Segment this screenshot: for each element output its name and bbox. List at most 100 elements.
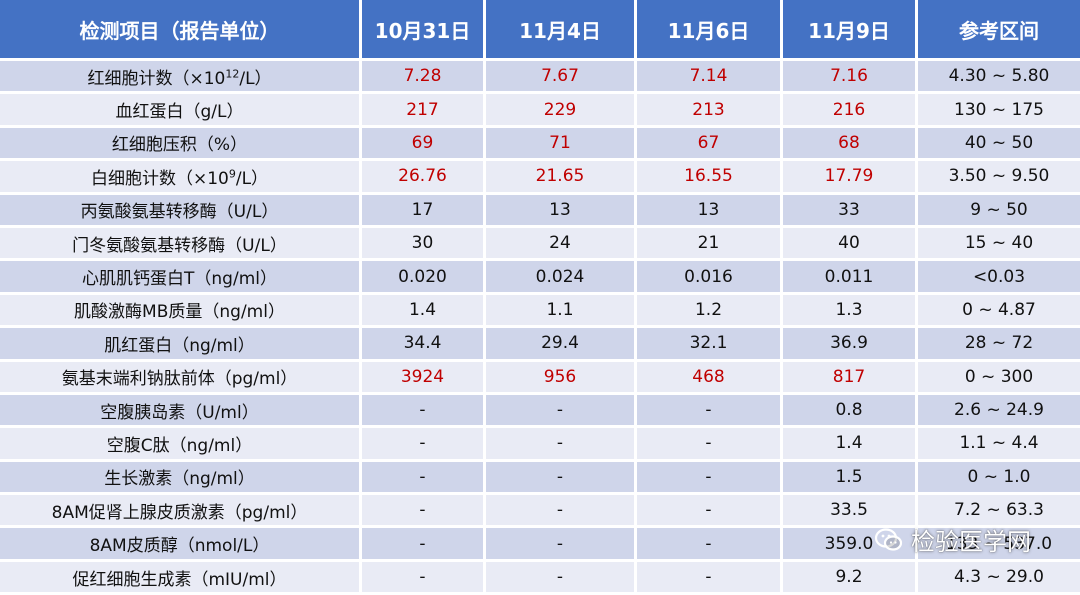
value-cell-date-3: - — [637, 394, 783, 429]
watermark: 检验医学网 — [873, 522, 1031, 557]
value-cell-date-2: 21.65 — [486, 161, 637, 195]
value-cell-date-3: - — [637, 528, 783, 562]
table-row: 8AM促肾上腺皮质激素（pg/ml） - - -33.5 7.2 ~ 63.3 — [0, 495, 1080, 529]
watermark-text: 检验医学网 — [911, 528, 1031, 556]
table-row: 白细胞计数（×109/L） 26.76 21.65 16.55 17.79 3.50 ~ … — [0, 161, 1080, 195]
header-row: 检测项目（报告单位） 10月31日 11月4日 11月6日 11月9日 参考区间 — [0, 0, 1080, 61]
value-cell-date-2: 13 — [486, 194, 637, 228]
value-cell-date-4: 1.3 — [783, 294, 918, 329]
value-cell-date-2: - — [486, 428, 637, 462]
reference-range-cell: 28 ~ 72 — [918, 328, 1080, 362]
table-row: 红细胞计数（×1012/L） 7.28 7.67 7.14 7.16 4.30 ~ 5.8… — [0, 61, 1080, 95]
value-cell-date-2: - — [486, 461, 637, 496]
header-date-2: 11月4日 — [486, 0, 637, 61]
value-cell-date-4: 68 — [783, 127, 918, 162]
value-cell-date-4: 33 — [783, 194, 918, 228]
item-name: 丙氨酸氨基转移酶（U/L） — [80, 202, 279, 223]
value-cell-date-3: 21 — [637, 227, 783, 262]
reference-range-cell: 0 ~ 1.0 — [918, 461, 1080, 496]
item-name-cell: 心肌肌钙蛋白T（ng/ml） — [0, 261, 362, 295]
value-cell-date-1: - — [362, 461, 486, 496]
value-cell-date-4: 1.5 — [783, 461, 918, 496]
reference-range-cell: 40 ~ 50 — [918, 127, 1080, 162]
value-cell-date-3: - — [637, 561, 783, 595]
item-name: 8AM促肾上腺皮质激素（pg/ml） — [51, 502, 308, 523]
value-cell-date-4: 17.79 — [783, 161, 918, 195]
reference-range-cell: 130 ~ 175 — [918, 94, 1080, 128]
item-name-cell: 肌红蛋白（ng/ml） — [0, 328, 362, 362]
value-cell-date-3: 16.55 — [637, 161, 783, 195]
value-cell-date-4: 817 — [783, 361, 918, 395]
value-cell-date-2: - — [486, 394, 637, 429]
value-cell-date-1: 69 — [362, 127, 486, 162]
item-name: 空腹胰岛素（U/ml） — [100, 402, 259, 423]
value-cell-date-1: - — [362, 561, 486, 595]
reference-range-cell: 133 ~ 537.0 — [918, 528, 1080, 562]
table-row: 空腹C肽（ng/ml） - - -1.4 1.1 ~ 4.4 — [0, 428, 1080, 462]
item-name: 红细胞计数（×10 — [87, 68, 226, 89]
table-row: 肌红蛋白（ng/ml） 34.4 29.4 32.1 36.9 28 ~ 72 — [0, 328, 1080, 362]
item-name: 白细胞计数（×10 — [90, 168, 229, 189]
reference-range-cell: 7.2 ~ 63.3 — [918, 495, 1080, 529]
item-name-cell: 红细胞计数（×1012/L） — [0, 61, 362, 95]
value-cell-date-4: 40 — [783, 227, 918, 262]
value-cell-date-1: 17 — [362, 194, 486, 228]
item-name-cell: 红细胞压积（%） — [0, 127, 362, 162]
item-name: 红细胞压积（%） — [111, 135, 248, 156]
reference-range-cell: 0 ~ 4.87 — [918, 294, 1080, 329]
reference-range-cell: 15 ~ 40 — [918, 227, 1080, 262]
value-cell-date-1: 26.76 — [362, 161, 486, 195]
value-cell-date-3: 213 — [637, 94, 783, 128]
value-cell-date-3: 468 — [637, 361, 783, 395]
table-row: 生长激素（ng/ml） - - -1.5 0 ~ 1.0 — [0, 461, 1080, 496]
value-cell-date-1: 34.4 — [362, 328, 486, 362]
item-name: 门冬氨酸氨基转移酶（U/L） — [72, 235, 287, 256]
unit-exponent: 12 — [225, 67, 240, 81]
value-cell-date-2: - — [486, 495, 637, 529]
header-item: 检测项目（报告单位） — [0, 0, 362, 61]
item-name-cell: 白细胞计数（×109/L） — [0, 161, 362, 195]
table-row: 氨基末端利钠肽前体（pg/ml） 3924 956 468 817 0 ~ 300 — [0, 361, 1080, 395]
value-cell-date-1: 1.4 — [362, 294, 486, 329]
value-cell-date-1: 3924 — [362, 361, 486, 395]
value-cell-date-4: 216 — [783, 94, 918, 128]
item-name: 肌酸激酶MB质量（ng/ml） — [74, 302, 285, 323]
value-cell-date-4: 1.4 — [783, 428, 918, 462]
reference-range-cell: 2.6 ~ 24.9 — [918, 394, 1080, 429]
value-cell-date-3: 1.2 — [637, 294, 783, 329]
value-cell-date-1: - — [362, 495, 486, 529]
table-row: 血红蛋白（g/L） 217 229 213 216 130 ~ 175 — [0, 94, 1080, 128]
value-cell-date-2: 1.1 — [486, 294, 637, 329]
value-cell-date-1: 0.020 — [362, 261, 486, 295]
item-name: 肌红蛋白（ng/ml） — [104, 335, 255, 356]
item-name: 8AM皮质醇（nmol/L） — [89, 536, 270, 557]
value-cell-date-3: - — [637, 495, 783, 529]
value-cell-date-3: 13 — [637, 194, 783, 228]
header-date-1: 10月31日 — [362, 0, 486, 61]
value-cell-date-2: 71 — [486, 127, 637, 162]
table-body: 红细胞计数（×1012/L） 7.28 7.67 7.14 7.16 4.30 ~ 5.8… — [0, 61, 1080, 595]
header-date-3: 11月6日 — [637, 0, 783, 61]
value-cell-date-3: - — [637, 461, 783, 496]
value-cell-date-2: 7.67 — [486, 61, 637, 95]
value-cell-date-2: 229 — [486, 94, 637, 128]
value-cell-date-4: 7.16 — [783, 61, 918, 95]
item-name-cell: 氨基末端利钠肽前体（pg/ml） — [0, 361, 362, 395]
value-cell-date-4: 0.8 — [783, 394, 918, 429]
value-cell-date-3: 0.016 — [637, 261, 783, 295]
unit-exponent: 9 — [228, 167, 236, 181]
item-name: 促红细胞生成素（mIU/ml） — [72, 569, 287, 590]
value-cell-date-3: - — [637, 428, 783, 462]
reference-range-cell: 0 ~ 300 — [918, 361, 1080, 395]
value-cell-date-2: - — [486, 528, 637, 562]
reference-range-cell: 9 ~ 50 — [918, 194, 1080, 228]
reference-range-cell: 3.50 ~ 9.50 — [918, 161, 1080, 195]
value-cell-date-4: 9.2 — [783, 561, 918, 595]
item-name: 生长激素（ng/ml） — [104, 469, 255, 490]
value-cell-date-1: - — [362, 528, 486, 562]
item-name-cell: 8AM皮质醇（nmol/L） — [0, 528, 362, 562]
value-cell-date-3: 7.14 — [637, 61, 783, 95]
item-name-cell: 促红细胞生成素（mIU/ml） — [0, 561, 362, 595]
item-name: 空腹C肽（ng/ml） — [106, 435, 253, 456]
